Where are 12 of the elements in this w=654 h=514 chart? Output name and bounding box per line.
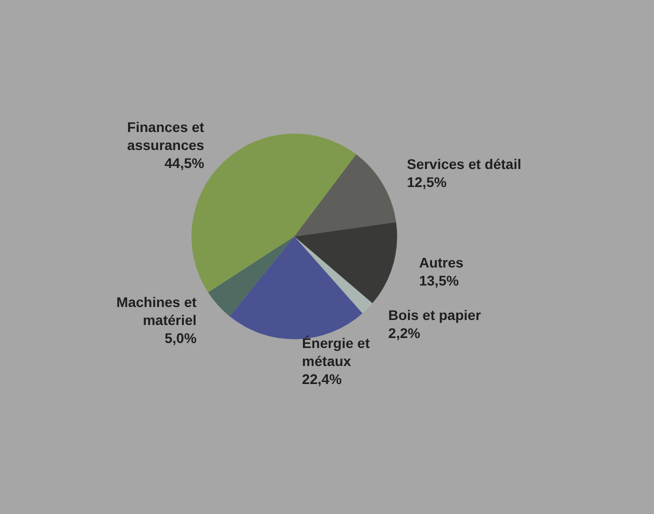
- slice-label: Bois et papier: [388, 306, 482, 323]
- slice-label: Finances et assurances: [127, 119, 205, 154]
- data-label: 44,5%: [164, 155, 205, 172]
- data-label: 22,4%: [302, 371, 342, 388]
- slice-label: Services et détail: [406, 156, 522, 172]
- data-label: 13,5%: [419, 272, 460, 288]
- slice-label: Machines et matériel: [116, 294, 197, 328]
- data-label: 5,0%: [164, 330, 198, 346]
- data-label: 12,5%: [406, 174, 448, 190]
- slice-label: Énergie et métaux: [302, 335, 370, 370]
- data-label: 2,2%: [388, 324, 421, 341]
- slice-label: Autres: [419, 254, 464, 270]
